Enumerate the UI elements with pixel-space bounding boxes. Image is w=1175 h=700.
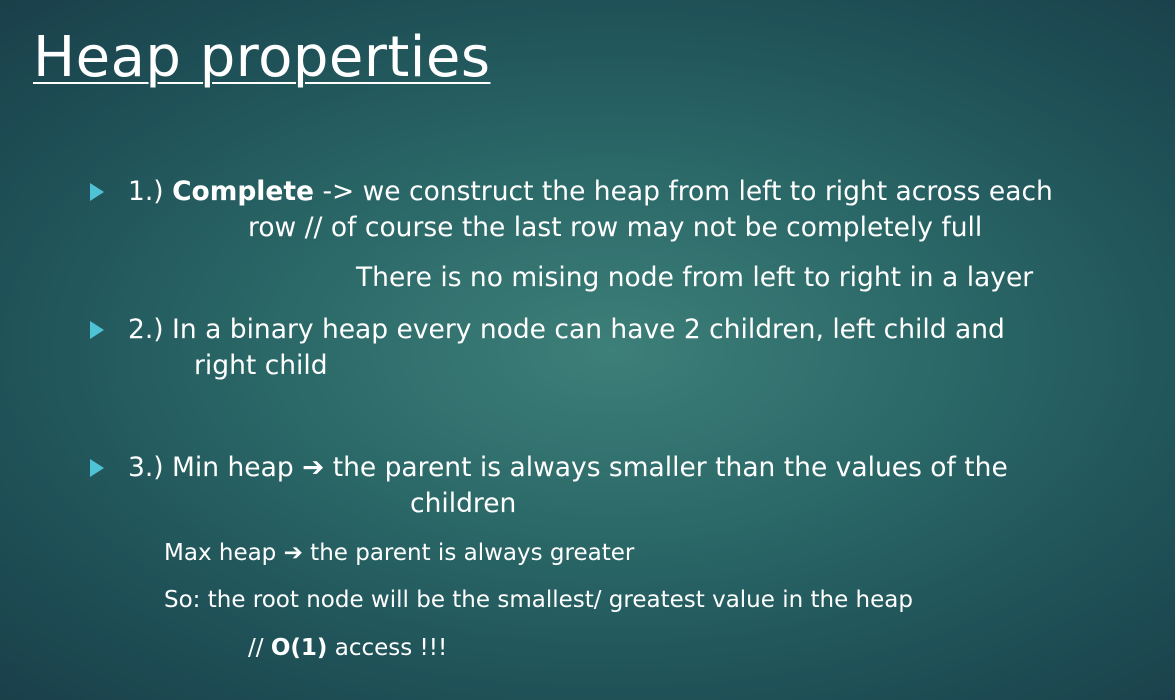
item-1-note: There is no mising node from left to rig… (356, 260, 1033, 296)
root-node-line: So: the root node will be the smallest/ … (164, 584, 913, 616)
item-1-number: 1.) (128, 176, 164, 207)
access-suffix: access !!! (335, 635, 447, 661)
bullet-triangle-icon (90, 459, 104, 477)
item-1-line-1: 1.) Complete -> we construct the heap fr… (128, 174, 1053, 210)
item-1-line-2: row // of course the last row may not be… (248, 210, 982, 246)
bullet-triangle-icon (90, 321, 104, 339)
max-heap-line: Max heap ➔ the parent is always greater (164, 537, 634, 569)
item-3-line-1: 3.) Min heap ➔ the parent is always smal… (128, 450, 1008, 486)
bullet-triangle-icon (90, 183, 104, 201)
item-1-rest: -> we construct the heap from left to ri… (322, 176, 1052, 207)
access-complexity: O(1) (271, 635, 328, 661)
item-1-term: Complete (172, 176, 314, 207)
access-prefix: // (248, 635, 264, 661)
page-title: Heap properties (33, 22, 491, 94)
item-2-line-1: 2.) In a binary heap every node can have… (128, 312, 1005, 348)
access-line: // O(1) access !!! (248, 632, 447, 664)
item-2-line-2: right child (194, 348, 328, 384)
item-3-line-2: children (410, 486, 516, 522)
